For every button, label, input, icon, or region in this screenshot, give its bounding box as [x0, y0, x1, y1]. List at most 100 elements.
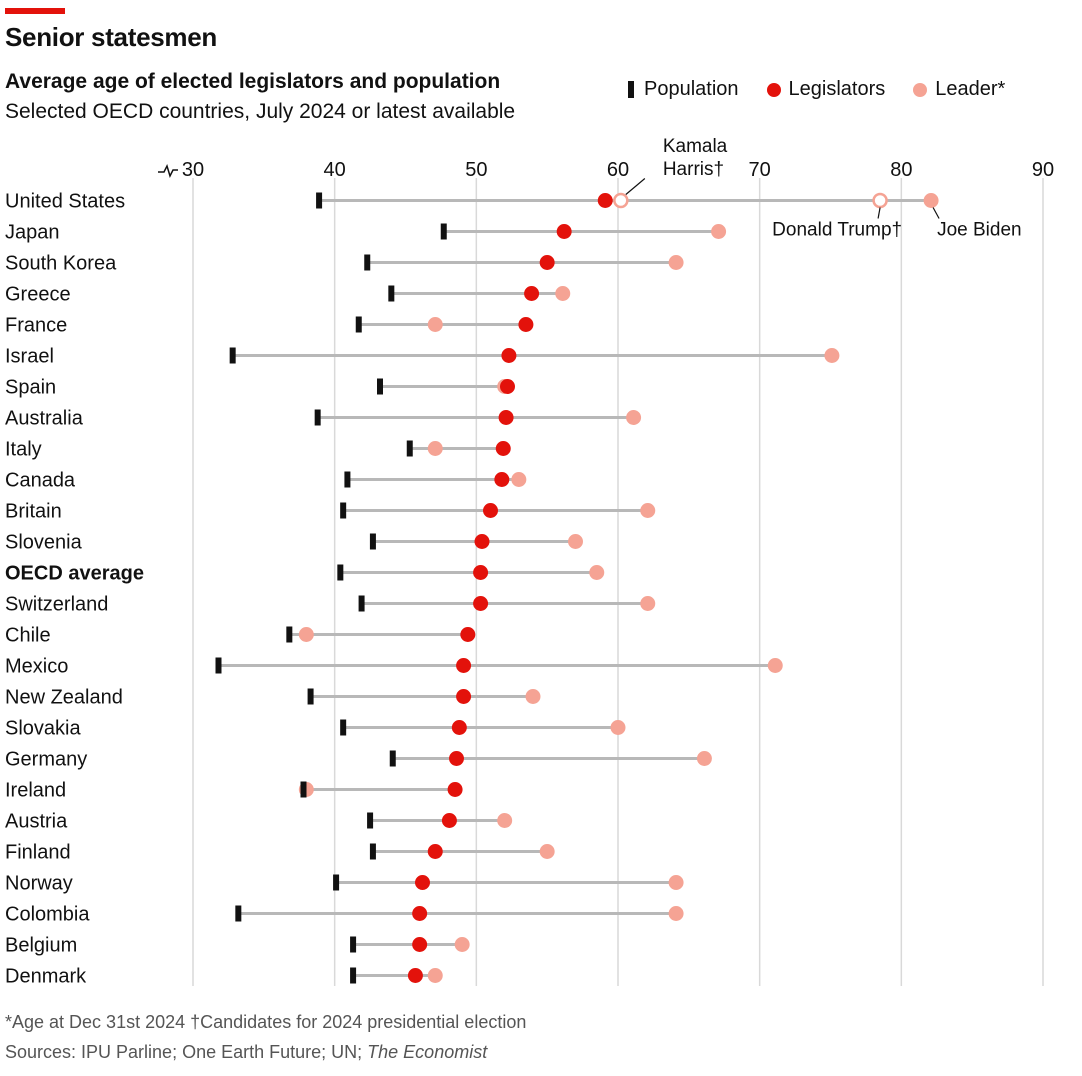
footnote: *Age at Dec 31st 2024 †Candidates for 20… [5, 1012, 527, 1032]
population-tick-austria [367, 812, 374, 829]
population-tick-united-states [316, 192, 323, 209]
legend-label-legislators: Legislators [788, 78, 886, 100]
leader-dot-united-states [923, 193, 939, 208]
axis-break-icon [158, 163, 178, 179]
leader-swatch [913, 82, 928, 97]
legislators-dot-canada [494, 472, 510, 487]
country-label-slovenia: Slovenia [5, 532, 83, 554]
legislators-dot-finland [427, 844, 443, 859]
leader-dot-colombia [668, 906, 684, 921]
legislators-dot-spain [500, 379, 515, 394]
legislators-dot-norway [415, 875, 430, 890]
leader-dot-belgium [454, 937, 470, 952]
legislators-dot-belgium [412, 937, 428, 952]
legislators-dot-south-korea [539, 255, 555, 270]
legislators-dot-switzerland [473, 596, 489, 611]
legislators-dot-denmark [407, 968, 423, 983]
leader-dot-norway [668, 875, 684, 890]
leader-dot-denmark [427, 968, 443, 983]
population-tick-italy [406, 440, 413, 457]
x-tick-label-70: 70 [749, 159, 771, 181]
population-swatch [628, 81, 634, 98]
leader-dot-japan [711, 224, 727, 239]
country-label-oecd-average: OECD average [5, 563, 144, 585]
country-label-greece: Greece [5, 284, 71, 306]
leader-dot-south-korea [668, 255, 684, 270]
leader-dot-austria [497, 813, 513, 828]
leader-dot-chile [298, 627, 314, 642]
population-tick-norway [333, 874, 340, 891]
country-label-canada: Canada [5, 470, 76, 492]
country-label-britain: Britain [5, 501, 62, 523]
leader-dot-switzerland [640, 596, 656, 611]
leader-dot-oecd-average [589, 565, 605, 580]
x-tick-label-90: 90 [1032, 159, 1054, 181]
population-tick-oecd-average [337, 564, 344, 581]
x-tick-label-60: 60 [607, 159, 629, 181]
legend-label-leader: Leader* [935, 78, 1006, 100]
population-tick-south-korea [364, 254, 371, 271]
country-label-south-korea: South Korea [5, 253, 117, 275]
legislators-dot-austria [441, 813, 457, 828]
legislators-dot-israel [501, 348, 517, 363]
sources: Sources: IPU Parline; One Earth Future; … [5, 1042, 487, 1063]
country-label-slovakia: Slovakia [5, 718, 81, 740]
legislators-dot-chile [460, 627, 476, 642]
candidate-leader-line-0 [625, 178, 646, 195]
legend-item-legislators: Legislators [766, 78, 886, 101]
population-tick-chile [286, 626, 293, 643]
legislators-dot-france [518, 317, 534, 332]
population-tick-finland [369, 843, 376, 860]
country-label-denmark: Denmark [5, 966, 87, 988]
population-tick-slovakia [340, 719, 347, 736]
legislators-dot-italy [495, 441, 511, 456]
x-tick-label-30: 30 [182, 159, 204, 181]
country-label-united-states: United States [5, 191, 125, 213]
accent-bar [5, 8, 65, 14]
x-tick-label-40: 40 [324, 159, 346, 181]
country-label-australia: Australia [5, 408, 84, 430]
population-tick-switzerland [358, 595, 365, 612]
legislators-dot-united-states [597, 193, 613, 208]
annotation-leader-line-0 [932, 207, 940, 219]
x-tick-label-80: 80 [890, 159, 912, 181]
legislators-dot-slovenia [474, 534, 490, 549]
leader-dot-mexico [767, 658, 783, 673]
country-label-mexico: Mexico [5, 656, 68, 678]
leader-dot-slovenia [568, 534, 583, 549]
population-tick-new-zealand [307, 688, 314, 705]
country-label-israel: Israel [5, 346, 54, 368]
legislators-dot-britain [483, 503, 498, 518]
leader-dot-israel [824, 348, 840, 363]
country-label-austria: Austria [5, 811, 68, 833]
population-tick-denmark [350, 967, 357, 984]
population-tick-germany [389, 750, 396, 767]
candidate-label-0-line2: Harris† [663, 159, 724, 180]
legislators-dot-new-zealand [456, 689, 472, 704]
leader-dot-australia [626, 410, 642, 425]
country-label-france: France [5, 315, 67, 337]
legislators-dot-mexico [456, 658, 472, 673]
leader-dot-finland [539, 844, 555, 859]
candidate-dot-1 [872, 192, 888, 209]
population-tick-france [355, 316, 362, 333]
country-label-ireland: Ireland [5, 780, 66, 802]
leader-dot-italy [427, 441, 443, 456]
population-tick-japan [440, 223, 447, 240]
leader-dot-canada [511, 472, 527, 487]
population-tick-mexico [215, 657, 222, 674]
population-tick-belgium [350, 936, 357, 953]
candidate-leader-line-1 [877, 207, 881, 219]
country-label-chile: Chile [5, 625, 51, 647]
legislators-dot-japan [556, 224, 572, 239]
chart-title: Senior statesmen [5, 22, 217, 52]
chart-subtitle: Average age of elected legislators and p… [5, 70, 501, 93]
population-tick-britain [340, 502, 347, 519]
country-label-spain: Spain [5, 377, 56, 399]
population-tick-colombia [235, 905, 242, 922]
legend-label-population: Population [644, 78, 739, 100]
country-label-belgium: Belgium [5, 935, 77, 957]
sources-text: Sources: IPU Parline; One Earth Future; … [5, 1042, 368, 1062]
leader-dot-new-zealand [525, 689, 541, 704]
legislators-dot-oecd-average [473, 565, 489, 580]
